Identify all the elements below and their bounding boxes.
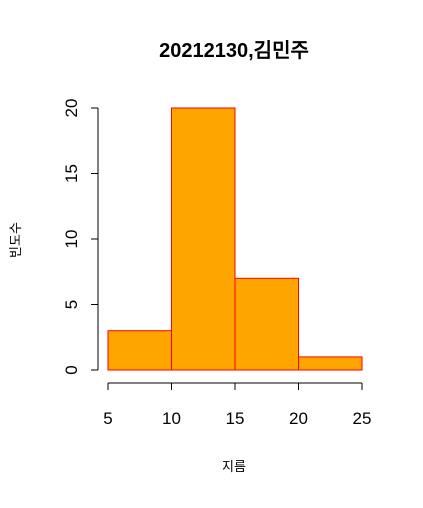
y-axis: 0 5 10 15 20: [62, 99, 99, 375]
histogram-bars: [107, 107, 363, 371]
x-tick-label-5: 5: [103, 409, 112, 428]
histogram-bar-1: [107, 330, 172, 371]
histogram-bar-4: [298, 356, 363, 371]
x-axis: 5 10 15 20 25: [103, 382, 372, 428]
histogram-bar-2: [171, 107, 236, 371]
y-tick-label-10: 10: [62, 230, 81, 249]
x-tick-label-10: 10: [162, 409, 181, 428]
y-axis-label: 빈도수: [8, 222, 23, 258]
y-tick-label-0: 0: [62, 365, 81, 374]
y-tick-label-20: 20: [62, 99, 81, 118]
x-tick-label-15: 15: [226, 409, 245, 428]
y-tick-label-5: 5: [62, 300, 81, 309]
histogram-bar-3: [234, 277, 299, 371]
x-axis-label: 지름: [222, 459, 246, 474]
x-tick-label-25: 25: [353, 409, 372, 428]
chart-title: 20212130,김민주: [159, 39, 309, 62]
y-tick-label-15: 15: [62, 164, 81, 183]
x-tick-label-20: 20: [289, 409, 308, 428]
